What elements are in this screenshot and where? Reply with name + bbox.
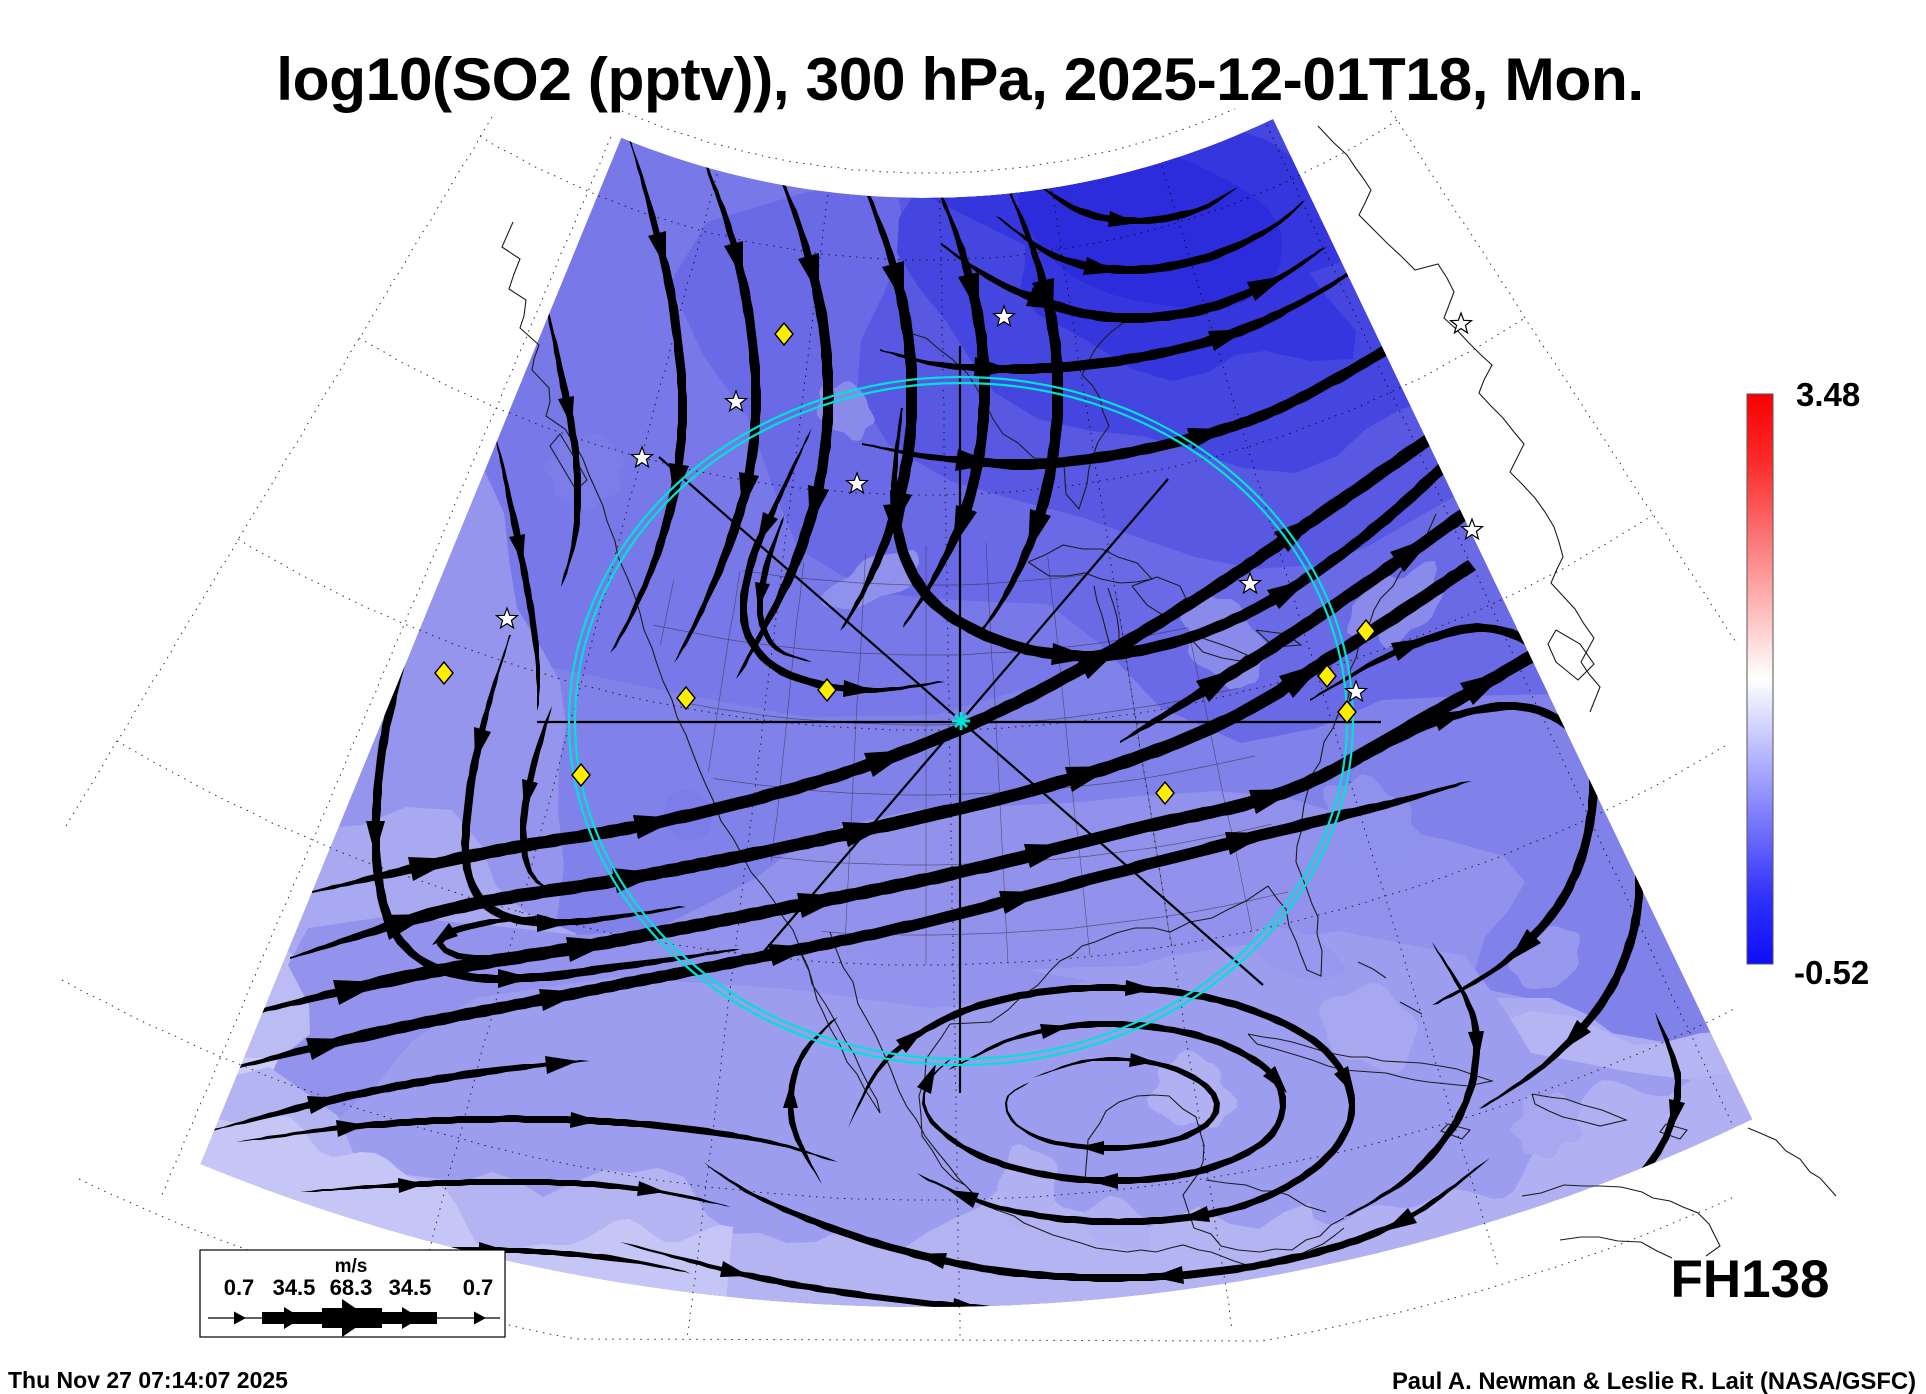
- svg-text:34.5: 34.5: [273, 1275, 316, 1300]
- svg-text:-0.52: -0.52: [1794, 954, 1869, 991]
- svg-text:Thu Nov 27 07:14:07 2025: Thu Nov 27 07:14:07 2025: [8, 1367, 288, 1393]
- svg-text:34.5: 34.5: [389, 1275, 432, 1300]
- svg-text:FH138: FH138: [1670, 1250, 1829, 1309]
- svg-text:0.7: 0.7: [463, 1275, 494, 1300]
- svg-text:3.48: 3.48: [1796, 376, 1860, 413]
- svg-text:0.7: 0.7: [224, 1275, 255, 1300]
- svg-text:log10(SO2 (pptv)), 300 hPa, 20: log10(SO2 (pptv)), 300 hPa, 2025-12-01T1…: [276, 45, 1643, 113]
- svg-text:68.3: 68.3: [330, 1275, 373, 1300]
- svg-text:m/s: m/s: [335, 1256, 368, 1277]
- svg-text:Paul A. Newman & Leslie R. Lai: Paul A. Newman & Leslie R. Lait (NASA/GS…: [1392, 1368, 1916, 1394]
